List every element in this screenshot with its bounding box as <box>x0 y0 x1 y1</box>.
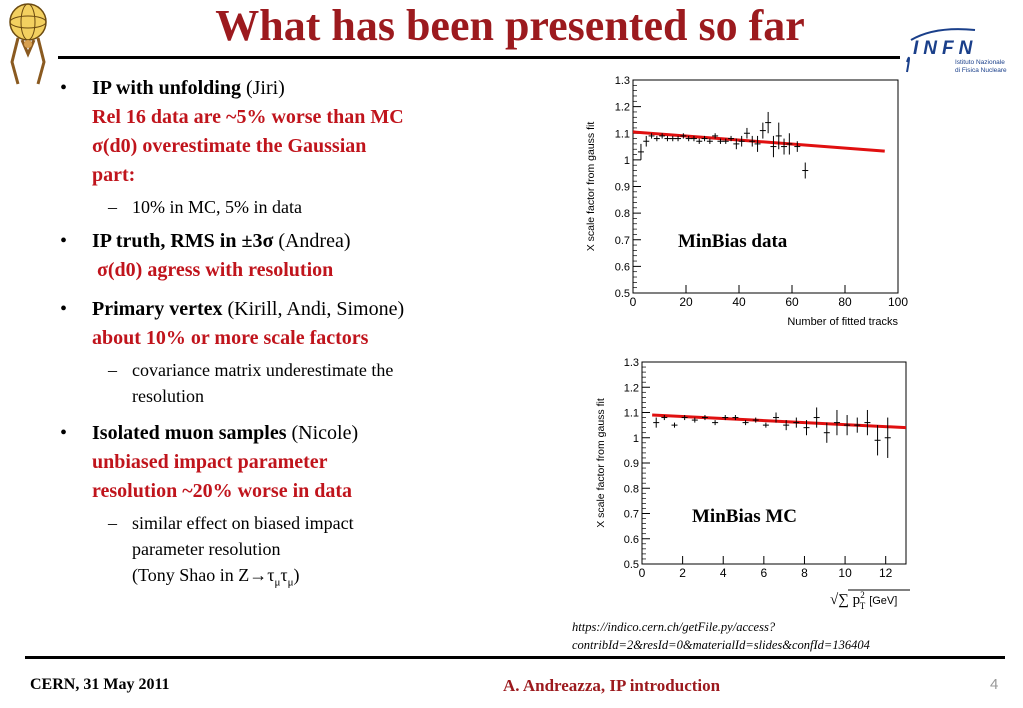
x-tick-label: 12 <box>879 566 893 580</box>
y-tick-label: 1.2 <box>624 382 639 394</box>
atlas-logo-icon <box>2 2 54 86</box>
bullet-dot-icon: • <box>60 230 68 252</box>
chart-label: MinBias MC <box>692 506 797 527</box>
bullet-dot-icon: • <box>60 422 68 444</box>
footer-date: CERN, 31 May 2011 <box>30 676 170 693</box>
slide-title: What has been presented so far <box>215 1 805 50</box>
bullet-author: (Andrea) <box>273 230 351 252</box>
y-tick-label: 0.7 <box>624 509 639 521</box>
y-tick-label: 0.6 <box>615 261 630 273</box>
chart-label: MinBias data <box>678 231 788 252</box>
bullet-ip-truth: • IP truth, RMS in ±3σ (Andrea) σ(d0) ag… <box>60 227 530 285</box>
bullet-heading: Primary vertex <box>92 298 223 320</box>
x-tick-label: 0 <box>630 295 637 309</box>
bullet-author: (Kirill, Andi, Simone) <box>222 298 405 320</box>
y-tick-label: 0.5 <box>624 559 639 571</box>
x-tick-label: 40 <box>732 295 746 309</box>
bullet-author: (Nicole) <box>286 422 359 444</box>
sub-bullet-text: ) <box>293 565 300 585</box>
sub-bullet-subscript: μ <box>287 576 294 589</box>
sub-bullet-text: 10% in MC, 5% in data <box>132 197 302 217</box>
x-tick-label: 60 <box>785 295 799 309</box>
y-tick-label: 1 <box>624 155 630 167</box>
bullet-heading: Isolated muon samples <box>92 422 287 444</box>
dash-icon: – <box>108 513 117 533</box>
x-tick-label: 0 <box>639 566 646 580</box>
y-tick-label: 1.1 <box>615 128 630 140</box>
sub-bullet: – covariance matrix underestimate the re… <box>60 357 530 409</box>
sub-bullet-text: covariance matrix underestimate the <box>132 360 394 380</box>
bullet-list: • IP with unfolding (Jiri) Rel 16 data a… <box>60 74 530 596</box>
bullet-highlight: resolution ~20% worse in data <box>92 480 353 502</box>
dash-icon: – <box>108 197 117 217</box>
bullet-highlight: unbiased impact parameter <box>92 451 328 473</box>
bullet-isolated-muon: • Isolated muon samples (Nicole) unbiase… <box>60 419 530 506</box>
bullet-author: (Jiri) <box>240 77 285 99</box>
infn-logo: INFN Istituto Nazionale di Fisica Nuclea… <box>905 22 1017 88</box>
infn-logo-sub1: Istituto Nazionale <box>955 59 1005 66</box>
sub-bullet: – 10% in MC, 5% in data <box>60 194 530 220</box>
y-tick-label: 0.8 <box>615 208 630 220</box>
y-tick-label: 1.3 <box>615 75 630 87</box>
bullet-dot-icon: • <box>60 298 68 320</box>
infn-logo-text: INFN <box>913 38 977 59</box>
y-tick-label: 0.9 <box>624 458 639 470</box>
x-tick-label: 8 <box>801 566 808 580</box>
sub-bullet-subscript: μ <box>274 576 281 589</box>
x-tick-label: 4 <box>720 566 727 580</box>
y-tick-label: 1.1 <box>624 408 639 420</box>
sub-bullet: – similar effect on biased impact parame… <box>60 510 530 596</box>
fit-line <box>652 413 907 430</box>
fit-line <box>632 130 885 153</box>
y-tick-label: 1.3 <box>624 357 639 369</box>
source-url[interactable]: https://indico.cern.ch/getFile.py/access… <box>572 620 870 652</box>
sub-bullet-text: resolution <box>132 386 204 406</box>
chart-minbias-data: 0.5 0.6 0.7 0.8 0.9 1 1.1 1.2 1.3 0 20 40 60 80 100 X s… <box>578 70 918 340</box>
x-axis-label: Number of fitted tracks <box>787 316 898 328</box>
bullet-primary-vertex: • Primary vertex (Kirill, Andi, Simone) … <box>60 295 530 353</box>
y-tick-label: 0.5 <box>615 288 630 300</box>
y-axis-label: X scale factor from gauss fit <box>595 398 607 528</box>
y-tick-label: 0.9 <box>615 182 630 194</box>
bullet-dot-icon: • <box>60 77 68 99</box>
y-tick-label: 1.2 <box>615 102 630 114</box>
y-tick-label: 0.8 <box>624 483 639 495</box>
bullet-highlight: about 10% or more scale factors <box>92 327 369 349</box>
bullet-highlight: σ(d0) overestimate the Gaussian <box>92 135 367 157</box>
sub-bullet-text: parameter resolution <box>132 539 281 559</box>
bullet-highlight: σ(d0) agress with resolution <box>97 259 334 281</box>
dash-icon: – <box>108 360 117 380</box>
bullet-ip-unfolding: • IP with unfolding (Jiri) Rel 16 data a… <box>60 74 530 190</box>
plot-frame <box>632 79 899 294</box>
sub-bullet-text: τ <box>280 565 288 585</box>
bullet-highlight: part: <box>92 164 136 186</box>
chart-minbias-data-svg: 0.5 0.6 0.7 0.8 0.9 1 1.1 1.2 1.3 0 20 40 60 80 100 X s… <box>585 75 908 328</box>
infn-logo-sub2: di Fisica Nucleare <box>955 67 1007 74</box>
footer-author: A. Andreazza, IP introduction <box>503 676 721 695</box>
sub-bullet-text: (Tony Shao in Z→τ <box>132 565 275 585</box>
x-tick-label: 20 <box>679 295 693 309</box>
bullet-heading: IP truth, RMS in ±3σ <box>92 230 274 252</box>
bullet-highlight: Rel 16 data are ~5% worse than MC <box>92 106 404 128</box>
x-tick-label: 100 <box>888 295 908 309</box>
x-tick-label: 2 <box>679 566 686 580</box>
sub-bullet-text: similar effect on biased impact <box>132 513 354 533</box>
title-divider <box>58 56 900 59</box>
x-tick-label: 10 <box>838 566 852 580</box>
x-tick-label: 6 <box>761 566 768 580</box>
y-tick-label: 1 <box>633 433 639 445</box>
plot-frame <box>641 361 907 565</box>
x-tick-label: 80 <box>838 295 852 309</box>
bullet-heading: IP with unfolding <box>92 77 241 99</box>
y-axis-label: X scale factor from gauss fit <box>585 122 597 252</box>
y-tick-label: 0.6 <box>624 534 639 546</box>
chart-minbias-mc: 0.5 0.6 0.7 0.8 0.9 1 1.1 1.2 1.3 0 2 4 6 8 10 12 X scal… <box>590 352 920 614</box>
chart-minbias-mc-svg: 0.5 0.6 0.7 0.8 0.9 1 1.1 1.2 1.3 0 2 4 6 8 10 12 X scal… <box>595 357 910 611</box>
x-axis-label: √∑ p2 T [GeV] <box>830 590 897 611</box>
page-number: 4 <box>990 676 999 693</box>
y-tick-label: 0.7 <box>615 235 630 247</box>
footer-divider <box>25 656 1005 659</box>
